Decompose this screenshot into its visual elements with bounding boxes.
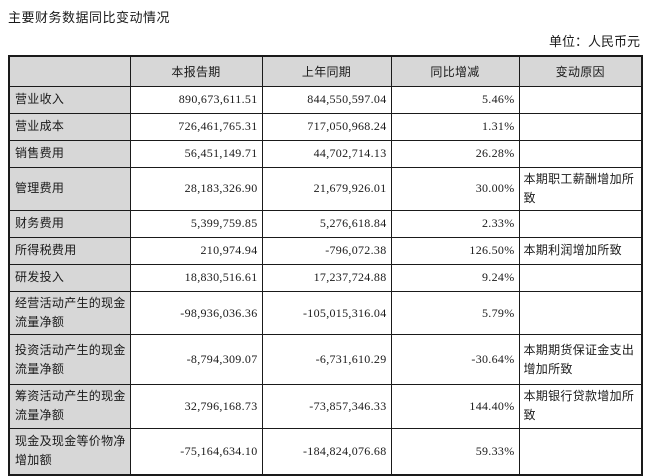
prior-period-value: -6,731,610.29 bbox=[261, 334, 392, 386]
yoy-change-value: 5.46% bbox=[390, 85, 520, 114]
change-reason bbox=[518, 209, 643, 238]
current-period-value: 32,796,168.73 bbox=[129, 384, 263, 429]
yoy-change-value: 59.33% bbox=[390, 427, 520, 476]
current-period-value: -98,936,036.36 bbox=[129, 290, 263, 336]
yoy-change-value: 126.50% bbox=[390, 236, 520, 265]
column-header-item bbox=[8, 55, 131, 87]
financial-report-page: 主要财务数据同比变动情况 单位：人民币元 本报告期 上年同期 同比增减 变动原因… bbox=[8, 10, 643, 476]
table-row-operating-cashflow: 经营活动产生的现金流量净额 -98,936,036.36 -105,015,31… bbox=[8, 290, 643, 336]
prior-period-value: 844,550,597.04 bbox=[261, 85, 392, 114]
row-label: 管理费用 bbox=[8, 166, 131, 211]
prior-period-value: 717,050,968.24 bbox=[261, 112, 392, 141]
current-period-value: 56,451,149.71 bbox=[129, 139, 263, 168]
row-label: 营业收入 bbox=[8, 85, 131, 114]
row-label: 筹资活动产生的现金流量净额 bbox=[8, 384, 131, 429]
table-row-operating-revenue: 营业收入 890,673,611.51 844,550,597.04 5.46% bbox=[8, 85, 643, 114]
table-row-admin-expenses: 管理费用 28,183,326.90 21,679,926.01 30.00% … bbox=[8, 166, 643, 211]
prior-period-value: -184,824,076.68 bbox=[261, 427, 392, 476]
prior-period-value: 5,276,618.84 bbox=[261, 209, 392, 238]
table-row-net-cash-increase: 现金及现金等价物净增加额 -75,164,634.10 -184,824,076… bbox=[8, 427, 643, 476]
prior-period-value: 21,679,926.01 bbox=[261, 166, 392, 211]
row-label: 财务费用 bbox=[8, 209, 131, 238]
row-label: 投资活动产生的现金流量净额 bbox=[8, 334, 131, 386]
current-period-value: 5,399,759.85 bbox=[129, 209, 263, 238]
change-reason bbox=[518, 85, 643, 114]
table-row-selling-expenses: 销售费用 56,451,149.71 44,702,714.13 26.28% bbox=[8, 139, 643, 168]
table-row-financing-cashflow: 筹资活动产生的现金流量净额 32,796,168.73 -73,857,346.… bbox=[8, 384, 643, 429]
change-reason bbox=[518, 112, 643, 141]
prior-period-value: 17,237,724.88 bbox=[261, 263, 392, 292]
prior-period-value: -105,015,316.04 bbox=[261, 290, 392, 336]
change-reason: 本期期货保证金支出增加所致 bbox=[518, 334, 643, 386]
change-reason: 本期利润增加所致 bbox=[518, 236, 643, 265]
change-reason bbox=[518, 427, 643, 476]
change-reason bbox=[518, 139, 643, 168]
table-row-rd-investment: 研发投入 18,830,516.61 17,237,724.88 9.24% bbox=[8, 263, 643, 292]
change-reason bbox=[518, 263, 643, 292]
change-reason bbox=[518, 290, 643, 336]
row-label: 营业成本 bbox=[8, 112, 131, 141]
table-row-finance-expenses: 财务费用 5,399,759.85 5,276,618.84 2.33% bbox=[8, 209, 643, 238]
change-reason: 本期银行贷款增加所致 bbox=[518, 384, 643, 429]
column-header-yoy-change: 同比增减 bbox=[390, 55, 520, 87]
yoy-change-value: -30.64% bbox=[390, 334, 520, 386]
column-header-prior-period: 上年同期 bbox=[261, 55, 392, 87]
current-period-value: 18,830,516.61 bbox=[129, 263, 263, 292]
yoy-change-value: 26.28% bbox=[390, 139, 520, 168]
yoy-change-value: 2.33% bbox=[390, 209, 520, 238]
current-period-value: -8,794,309.07 bbox=[129, 334, 263, 386]
row-label: 现金及现金等价物净增加额 bbox=[8, 427, 131, 476]
current-period-value: 28,183,326.90 bbox=[129, 166, 263, 211]
yoy-change-value: 5.79% bbox=[390, 290, 520, 336]
column-header-current-period: 本报告期 bbox=[129, 55, 263, 87]
table-row-income-tax: 所得税费用 210,974.94 -796,072.38 126.50% 本期利… bbox=[8, 236, 643, 265]
prior-period-value: 44,702,714.13 bbox=[261, 139, 392, 168]
current-period-value: 210,974.94 bbox=[129, 236, 263, 265]
yoy-change-value: 1.31% bbox=[390, 112, 520, 141]
current-period-value: 890,673,611.51 bbox=[129, 85, 263, 114]
yoy-change-value: 9.24% bbox=[390, 263, 520, 292]
table-row-operating-cost: 营业成本 726,461,765.31 717,050,968.24 1.31% bbox=[8, 112, 643, 141]
section-title: 主要财务数据同比变动情况 bbox=[8, 10, 171, 25]
row-label: 研发投入 bbox=[8, 263, 131, 292]
row-label: 销售费用 bbox=[8, 139, 131, 168]
financial-data-table: 本报告期 上年同期 同比增减 变动原因 营业收入 890,673,611.51 … bbox=[8, 55, 643, 476]
current-period-value: 726,461,765.31 bbox=[129, 112, 263, 141]
yoy-change-value: 144.40% bbox=[390, 384, 520, 429]
column-header-change-reason: 变动原因 bbox=[518, 55, 643, 87]
yoy-change-value: 30.00% bbox=[390, 166, 520, 211]
row-label: 所得税费用 bbox=[8, 236, 131, 265]
change-reason: 本期职工薪酬增加所致 bbox=[518, 166, 643, 211]
header-row: 本报告期 上年同期 同比增减 变动原因 bbox=[8, 55, 643, 87]
prior-period-value: -796,072.38 bbox=[261, 236, 392, 265]
current-period-value: -75,164,634.10 bbox=[129, 427, 263, 476]
table-row-investing-cashflow: 投资活动产生的现金流量净额 -8,794,309.07 -6,731,610.2… bbox=[8, 334, 643, 386]
prior-period-value: -73,857,346.33 bbox=[261, 384, 392, 429]
row-label: 经营活动产生的现金流量净额 bbox=[8, 290, 131, 336]
currency-unit-label: 单位：人民币元 bbox=[548, 34, 640, 49]
